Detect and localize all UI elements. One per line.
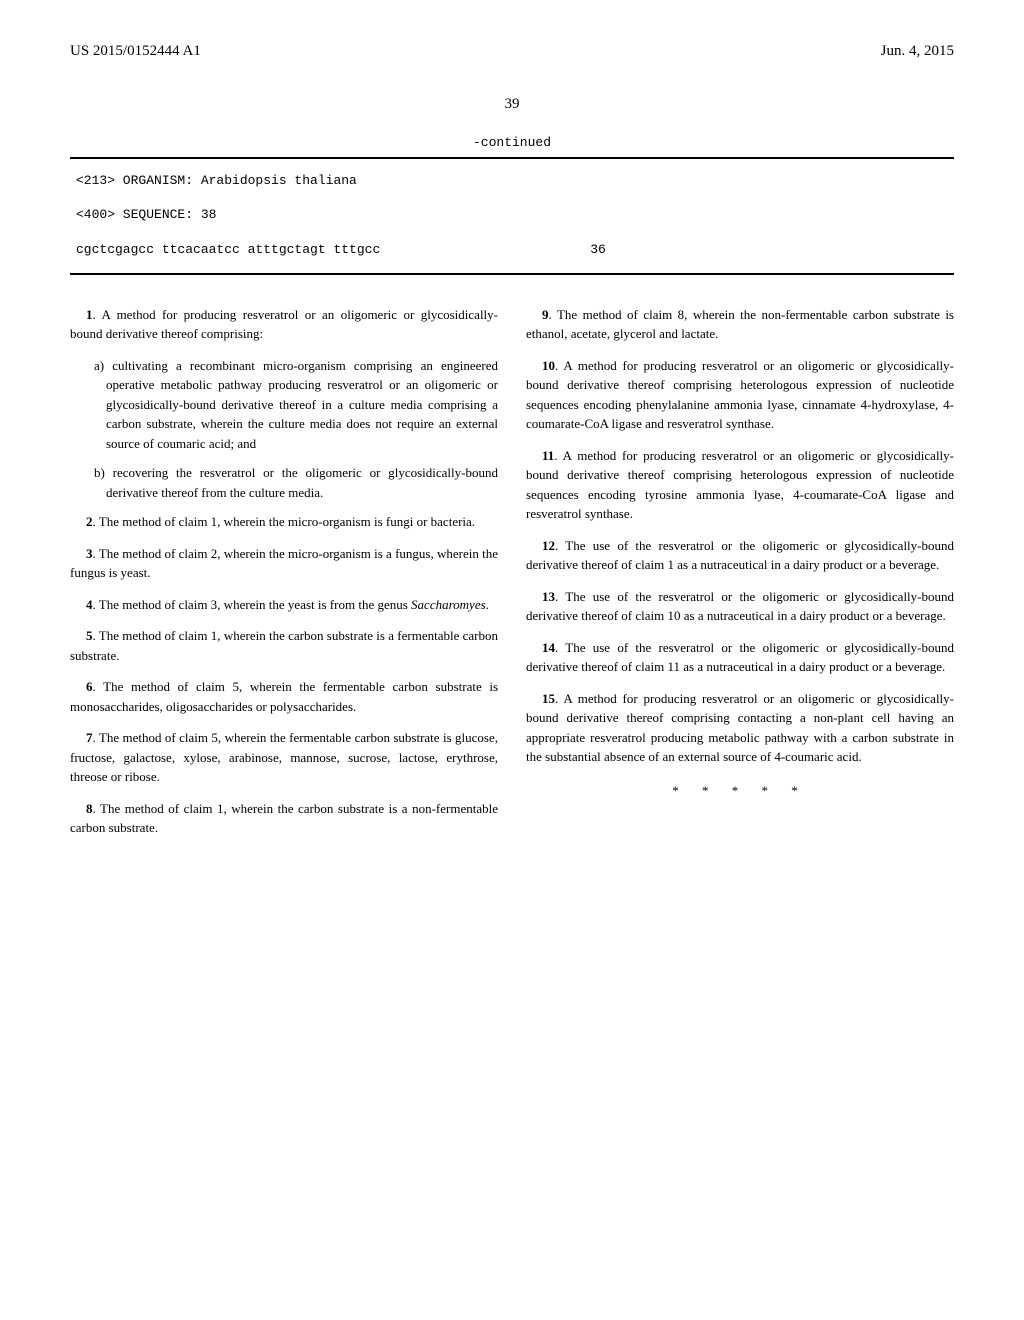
claim-italic: Saccharomyes — [411, 597, 486, 612]
claim-text: . The method of claim 5, wherein the fer… — [70, 730, 498, 784]
organism-line: <213> ORGANISM: Arabidopsis thaliana — [76, 169, 948, 194]
claim-text: . The method of claim 1, wherein the car… — [70, 801, 498, 836]
claim: 1. A method for producing resveratrol or… — [70, 305, 498, 344]
claim-number: 11 — [542, 448, 554, 463]
claim-number: 15 — [542, 691, 555, 706]
claim: 8. The method of claim 1, wherein the ca… — [70, 799, 498, 838]
claim: 9. The method of claim 8, wherein the no… — [526, 305, 954, 344]
claims-columns: 1. A method for producing resveratrol or… — [70, 305, 954, 850]
claim-number: 10 — [542, 358, 555, 373]
subclaim: b) recovering the resveratrol or the oli… — [94, 463, 498, 502]
claim-number: 13 — [542, 589, 555, 604]
end-stars: * * * * * — [526, 781, 954, 801]
claims-column-left: 1. A method for producing resveratrol or… — [70, 305, 498, 850]
sequence-data: cgctcgagcc ttcacaatcc atttgctagt tttgcc — [76, 238, 380, 263]
claim: 3. The method of claim 2, wherein the mi… — [70, 544, 498, 583]
claim-text: . The method of claim 5, wherein the fer… — [70, 679, 498, 714]
sequence-length: 36 — [590, 238, 606, 263]
claim-text: . The method of claim 2, wherein the mic… — [70, 546, 498, 581]
claim: 5. The method of claim 1, wherein the ca… — [70, 626, 498, 665]
publication-date: Jun. 4, 2015 — [881, 40, 954, 63]
claim-number: 14 — [542, 640, 555, 655]
publication-number: US 2015/0152444 A1 — [70, 40, 201, 63]
claim: 6. The method of claim 5, wherein the fe… — [70, 677, 498, 716]
continued-label: -continued — [70, 133, 954, 153]
claim-post: . — [486, 597, 489, 612]
claim-text: . A method for producing resveratrol or … — [526, 448, 954, 522]
sequence-box: <213> ORGANISM: Arabidopsis thaliana <40… — [70, 157, 954, 275]
page-number: 39 — [70, 93, 954, 116]
claim-text: . The method of claim 1, wherein the car… — [70, 628, 498, 663]
claim: 14. The use of the resveratrol or the ol… — [526, 638, 954, 677]
claim: 4. The method of claim 3, wherein the ye… — [70, 595, 498, 615]
claim-text: . The method of claim 8, wherein the non… — [526, 307, 954, 342]
claim-text: . The method of claim 1, wherein the mic… — [93, 514, 476, 529]
claim: 7. The method of claim 5, wherein the fe… — [70, 728, 498, 787]
claim-text: . A method for producing resveratrol or … — [70, 307, 498, 342]
subclaim: a) cultivating a recombinant micro-organ… — [94, 356, 498, 454]
claim: 2. The method of claim 1, wherein the mi… — [70, 512, 498, 532]
claims-column-right: 9. The method of claim 8, wherein the no… — [526, 305, 954, 850]
sequence-data-line: cgctcgagcc ttcacaatcc atttgctagt tttgcc … — [76, 238, 948, 263]
claim-text: . The use of the resveratrol or the olig… — [526, 538, 954, 573]
sequence-id-line: <400> SEQUENCE: 38 — [76, 203, 948, 228]
claim: 10. A method for producing resveratrol o… — [526, 356, 954, 434]
claim: 12. The use of the resveratrol or the ol… — [526, 536, 954, 575]
claim: 15. A method for producing resveratrol o… — [526, 689, 954, 767]
claim-text: . A method for producing resveratrol or … — [526, 691, 954, 765]
page-header: US 2015/0152444 A1 Jun. 4, 2015 — [70, 40, 954, 63]
claim: 11. A method for producing resveratrol o… — [526, 446, 954, 524]
claim-text: . The method of claim 3, wherein the yea… — [93, 597, 412, 612]
claim-text: . The use of the resveratrol or the olig… — [526, 589, 954, 624]
sequence-listing: -continued <213> ORGANISM: Arabidopsis t… — [70, 133, 954, 275]
claim: 13. The use of the resveratrol or the ol… — [526, 587, 954, 626]
claim-number: 12 — [542, 538, 555, 553]
claim-text: . The use of the resveratrol or the olig… — [526, 640, 954, 675]
claim-text: . A method for producing resveratrol or … — [526, 358, 954, 432]
